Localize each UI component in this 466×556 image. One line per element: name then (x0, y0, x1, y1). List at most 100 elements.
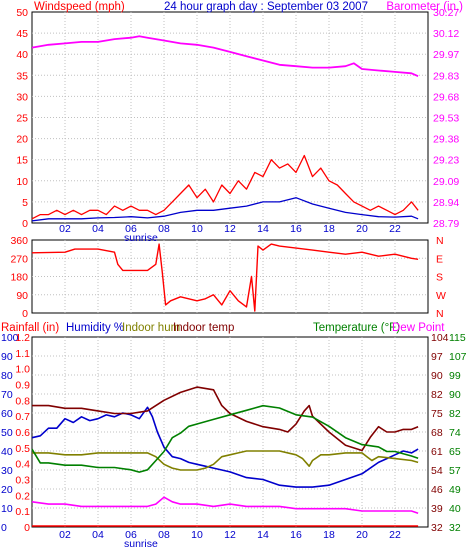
humidity-tick-label: 50 (1, 427, 13, 439)
x-tick-label: 22 (389, 529, 401, 541)
direction-tick-label: 90 (16, 290, 28, 302)
x-tick-label: 10 (191, 529, 203, 541)
indoor-hum-legend: Indoor hum (122, 322, 180, 334)
rainfall-tick-label: 0.7 (15, 411, 30, 423)
temp2-tick-label: 40 (449, 503, 461, 515)
tick-layer: 0 5 10 15 20 25 30 35 40 45 50 28.79 28.94 29.09 29.23… (1, 7, 466, 541)
rainfall-tick-label: 1.2 (15, 332, 30, 344)
x-tick-label: 20 (356, 529, 368, 541)
temp-tick-label: 68 (431, 427, 443, 439)
humidity-tick-label: 0 (1, 522, 7, 534)
x-tick-label: 18 (323, 529, 335, 541)
humidity-tick-label: 20 (1, 484, 13, 496)
temp-tick-label: 61 (431, 446, 443, 458)
temp-tick-label: 46 (431, 484, 443, 496)
temp2-tick-label: 115 (449, 332, 466, 344)
chart-title: 24 hour graph day : September 03 2007 (164, 1, 368, 13)
barometer-tick-label: 28.94 (433, 197, 459, 209)
x-tick-label: 16 (290, 529, 302, 541)
compass-tick-label: N (436, 235, 444, 247)
temp2-tick-label: 49 (449, 484, 461, 496)
windspeed-tick-label: 50 (16, 7, 28, 19)
grid-layer (32, 12, 428, 527)
barometer-tick-label: 29.23 (433, 155, 459, 167)
barometer-axis-title: Barometer (in.) (386, 1, 463, 13)
indoor-hum-series (32, 450, 419, 471)
temp2-tick-label: 74 (449, 427, 461, 439)
humidity-tick-label: 90 (1, 351, 13, 363)
temp2-tick-label: 65 (449, 446, 461, 458)
windspeed-tick-label: 40 (16, 49, 28, 61)
rainfall-tick-label: 0.2 (15, 490, 30, 502)
x-tick-label: 14 (257, 529, 269, 541)
windspeed-tick-label: 5 (22, 197, 28, 209)
temp2-tick-label: 82 (449, 408, 461, 420)
windspeed-series (31, 154, 419, 220)
compass-tick-label: N (436, 308, 444, 320)
temp-tick-label: 32 (431, 522, 443, 534)
windspeed-tick-label: 0 (22, 218, 28, 230)
temp2-tick-label: 107 (449, 351, 466, 363)
temp-tick-label: 82 (431, 389, 443, 401)
temp-tick-label: 39 (431, 503, 443, 515)
direction-tick-label: 0 (22, 308, 28, 320)
x-tick-label: 12 (224, 223, 236, 235)
dew-point-legend: Dew Point (392, 322, 445, 334)
windspeed-tick-label: 45 (16, 28, 28, 40)
wind-direction-series (31, 243, 419, 312)
compass-tick-label: W (436, 290, 446, 302)
windspeed-tick-label: 20 (16, 134, 28, 146)
barometer-series (31, 35, 419, 78)
rainfall-tick-label: 0.1 (15, 506, 30, 518)
x-tick-label: 14 (257, 223, 269, 235)
barometer-tick-label: 28.79 (433, 218, 459, 230)
windspeed-tick-label: 10 (16, 176, 28, 188)
barometer-tick-label: 29.38 (433, 134, 459, 146)
x-tick-label: 06 (125, 223, 137, 235)
barometer-tick-label: 30.12 (433, 28, 459, 40)
humidity-tick-label: 60 (1, 408, 13, 420)
barometer-tick-label: 29.83 (433, 70, 459, 82)
temp2-tick-label: 99 (449, 370, 461, 382)
windspeed-axis-title: Windspeed (mph) (34, 1, 125, 13)
indoor-temp-series (32, 386, 419, 452)
humidity-series (31, 406, 419, 488)
compass-tick-label: E (436, 253, 443, 265)
rainfall-tick-label: 0.4 (15, 459, 30, 471)
sunrise-label-bottom: sunrise (124, 538, 158, 550)
x-tick-label: 16 (290, 223, 302, 235)
x-tick-label: 08 (158, 529, 170, 541)
humidity-tick-label: 70 (1, 389, 13, 401)
barometer-tick-label: 29.68 (433, 91, 459, 103)
x-tick-label: 02 (59, 529, 71, 541)
direction-tick-label: 360 (10, 235, 28, 247)
direction-tick-label: 270 (10, 253, 28, 265)
barometer-tick-label: 30.27 (433, 7, 459, 19)
barometer-tick-label: 29.09 (433, 176, 459, 188)
compass-tick-label: S (436, 272, 443, 284)
temp-tick-label: 104 (431, 332, 449, 344)
x-tick-label: 04 (92, 529, 104, 541)
dew-point-series (31, 496, 419, 515)
rainfall-tick-label: 0.3 (15, 475, 30, 487)
x-tick-label: 04 (92, 223, 104, 235)
windspeed-tick-label: 35 (16, 70, 28, 82)
humidity-tick-label: 10 (1, 503, 13, 515)
rainfall-tick-label: 0.6 (15, 427, 30, 439)
x-tick-label: 18 (323, 223, 335, 235)
rainfall-tick-label: 0.5 (15, 443, 30, 455)
series-layer (31, 35, 419, 527)
humidity-tick-label: 80 (1, 370, 13, 382)
barometer-tick-label: 29.53 (433, 113, 459, 125)
rainfall-tick-label: 0 (24, 522, 30, 534)
rainfall-axis-title: Rainfall (in) (1, 322, 59, 334)
temp-tick-label: 75 (431, 408, 443, 420)
wind-blue-series (31, 197, 419, 222)
x-tick-label: 02 (59, 223, 71, 235)
temp-tick-label: 54 (431, 465, 443, 477)
x-tick-label: 12 (224, 529, 236, 541)
humidity-legend: Humidity % (66, 322, 124, 334)
windspeed-tick-label: 25 (16, 113, 28, 125)
temperature-series (31, 404, 419, 473)
temperature-legend: Temperature (°F) (313, 322, 400, 334)
